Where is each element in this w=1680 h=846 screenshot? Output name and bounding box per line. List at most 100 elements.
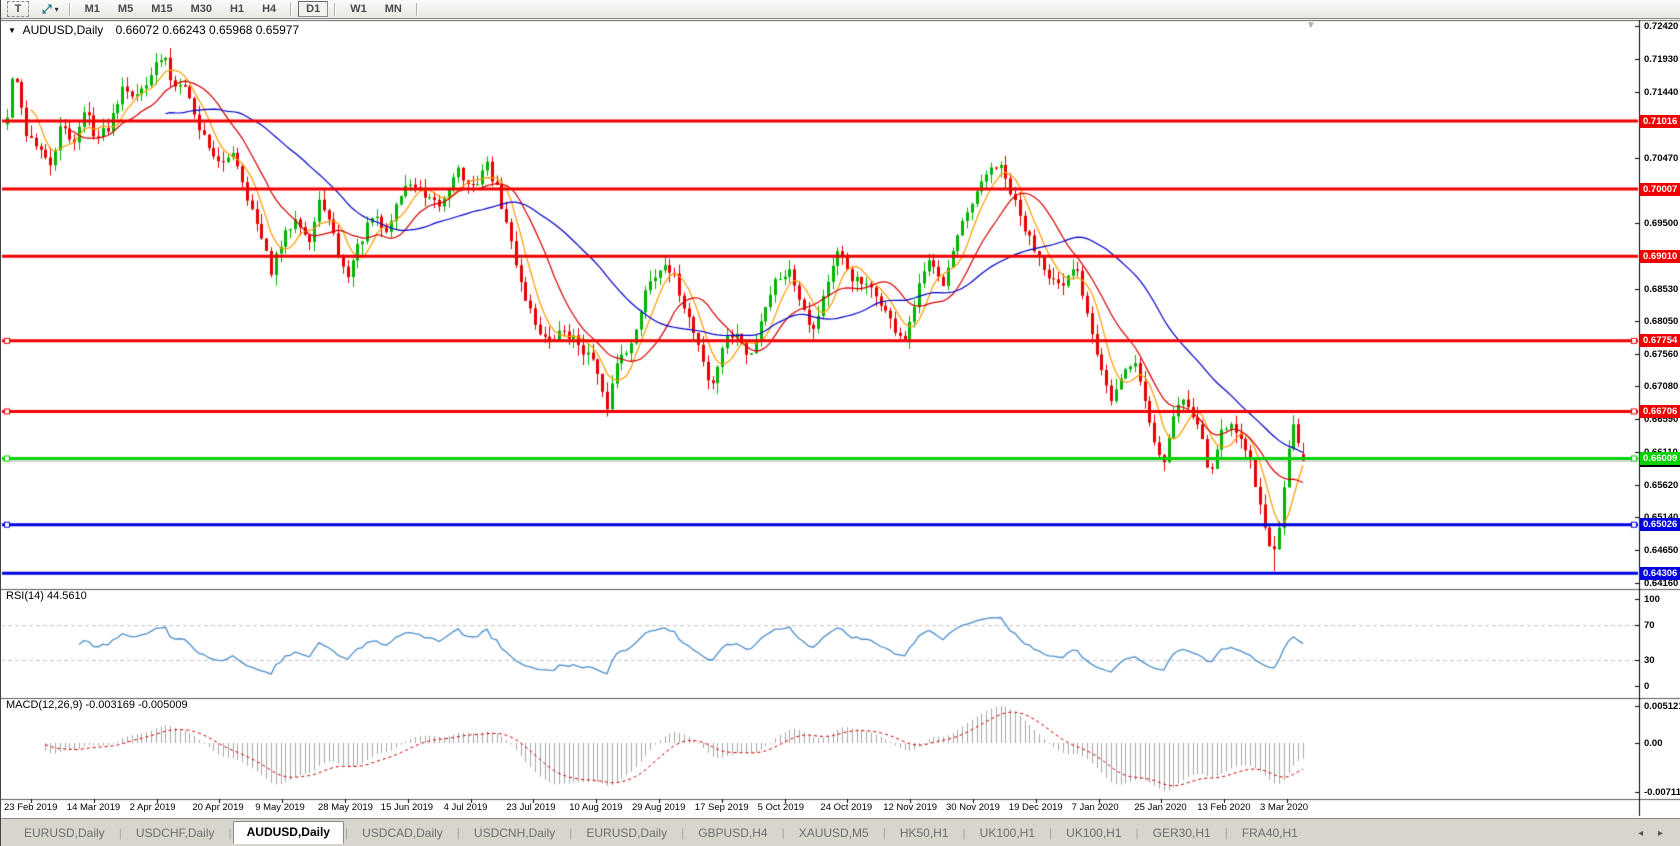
price-axis-tick: 0.69500 (1644, 218, 1679, 230)
price-axis-tick: 0.68530 (1644, 283, 1679, 295)
price-axis-tick: 0.68050 (1644, 315, 1679, 327)
date-axis-label: 14 Mar 2019 (66, 802, 121, 813)
price-axis-tick: 0.67080 (1644, 381, 1679, 393)
price-axis-tick: 0.65140 (1644, 512, 1678, 523)
tab-scroll-arrows[interactable]: ◂ ▸ (1638, 827, 1669, 839)
date-axis-label: 17 Sep 2019 (694, 802, 749, 813)
toolbar-separator (290, 2, 293, 16)
tab-separator: | (882, 826, 886, 840)
date-axis-label: 23 Jul 2019 (506, 802, 556, 813)
date-axis-label: 9 May 2019 (255, 802, 305, 813)
price-axis-tick: 0.70470 (1644, 152, 1679, 164)
date-axis-label: 7 Jan 2020 (1071, 802, 1119, 813)
date-axis-label: 23 Feb 2019 (4, 802, 58, 813)
chart-title: ▼ AUDUSD,Daily 0.66072 0.66243 0.65968 0… (8, 23, 299, 37)
chart-collapse-icon[interactable]: ▼ (8, 26, 16, 35)
chart-tab-usdcad-daily[interactable]: USDCAD,Daily (362, 825, 443, 840)
date-axis-label: 24 Oct 2019 (820, 802, 873, 813)
chart-tab-hk50-h1[interactable]: HK50,H1 (899, 825, 949, 840)
chart-tab-fra40-h1[interactable]: FRA40,H1 (1241, 825, 1298, 840)
chart-tab-ger30-h1[interactable]: GER30,H1 (1152, 825, 1211, 840)
price-axis-tick: 0.72420 (1644, 21, 1679, 33)
chart-tab-bar: EURUSD,Daily | USDCHF,Daily | AUDUSD,Daily | U… (1, 818, 1680, 846)
crosshair-tool-icon[interactable]: ⤢ (42, 1, 52, 16)
hline-price-label: 0.67754 (1640, 334, 1680, 348)
timeframe-button-m5[interactable]: M5 (117, 3, 134, 15)
tab-separator: | (962, 826, 966, 840)
tab-separator: | (344, 826, 349, 840)
chart-tab-eurusd-daily[interactable]: EURUSD,Daily (24, 825, 105, 840)
hline-price-label: 0.71016 (1640, 114, 1680, 128)
chart-tab-audusd-daily[interactable]: AUDUSD,Daily (232, 820, 344, 844)
hline-price-label: 0.64306 (1640, 566, 1680, 580)
chart-shift-marker-icon[interactable]: ▼ (1306, 20, 1316, 31)
rsi-axis-tick: 70 (1644, 620, 1655, 632)
date-axis-label: 4 Jul 2019 (443, 802, 488, 813)
chart-tab-uk100-h1[interactable]: UK100,H1 (1066, 825, 1122, 840)
macd-axis-tick: 0.005121 (1644, 701, 1680, 712)
date-axis-label: 2 Apr 2019 (129, 802, 176, 813)
chart-ohlc-values: 0.66072 0.66243 0.65968 0.65977 (115, 23, 300, 37)
toolbar-separator (415, 2, 418, 16)
date-axis-label: 3 Mar 2020 (1260, 802, 1309, 813)
price-axis-tick: 0.66590 (1644, 414, 1679, 426)
chart-tab-usdchf-daily[interactable]: USDCHF,Daily (135, 825, 215, 840)
macd-indicator-label: MACD(12,26,9) -0.003169 -0.005009 (6, 699, 188, 711)
date-axis-label: 5 Oct 2019 (757, 802, 805, 813)
chart-tabs: EURUSD,Daily | USDCHF,Daily | AUDUSD,Daily | U… (11, 820, 1311, 844)
date-axis-label: 30 Nov 2019 (946, 802, 1000, 813)
text-tool-button[interactable]: T (7, 1, 29, 17)
price-axis-tick: 0.67560 (1644, 348, 1679, 360)
chart-tab-usdcnh-daily[interactable]: USDCNH,Daily (473, 825, 556, 840)
timeframe-button-m15[interactable]: M15 (151, 3, 173, 15)
toolbar: T ⤢ ▾ M1 M5 M15 M30 H1 H4 D1 W1 MN (1, 0, 1680, 19)
date-axis-label: 20 Apr 2019 (192, 802, 244, 813)
toolbar-separator (334, 2, 337, 16)
date-axis-label: 15 Jun 2019 (380, 802, 434, 813)
rsi-indicator-label: RSI(14) 44.5610 (6, 590, 87, 602)
chart-tab-xauusd-m5[interactable]: XAUUSD,M5 (798, 825, 869, 840)
date-axis-label: 10 Aug 2019 (569, 802, 623, 813)
timeframe-button-m30[interactable]: M30 (190, 3, 212, 15)
timeframe-button-m1[interactable]: M1 (84, 3, 100, 15)
timeframe-group: M1 M5 M15 M30 H1 H4 D1 W1 MN (76, 1, 423, 17)
tab-separator: | (569, 826, 573, 840)
toolbar-separator (68, 2, 71, 16)
timeframe-button-h4[interactable]: H4 (262, 3, 277, 15)
rsi-axis-tick: 100 (1644, 594, 1660, 605)
timeframe-button-d1[interactable]: D1 (298, 1, 329, 17)
date-axis-label: 13 Feb 2020 (1197, 802, 1251, 813)
price-axis-tick: 0.71930 (1644, 54, 1679, 66)
chart-tab-eurusd-daily[interactable]: EURUSD,Daily (586, 825, 668, 840)
chart-tab-gbpusd-h4[interactable]: GBPUSD,H4 (698, 825, 768, 840)
tab-separator: | (781, 826, 785, 840)
date-axis-label: 12 Nov 2019 (883, 802, 938, 813)
tab-separator: | (681, 826, 685, 840)
chart-tab-uk100-h1[interactable]: UK100,H1 (979, 825, 1036, 840)
hline-price-label: 0.66009 (1640, 451, 1680, 465)
timeframe-button-w1[interactable]: W1 (350, 3, 367, 15)
tab-separator: | (1135, 826, 1139, 840)
macd-axis-tick: -0.00711 (1644, 787, 1680, 798)
hline-price-label: 0.66706 (1640, 404, 1680, 418)
hline-price-label: 0.65026 (1640, 518, 1680, 532)
date-axis-label: 25 Jan 2020 (1134, 802, 1187, 813)
rsi-axis-tick: 30 (1644, 654, 1655, 666)
macd-axis-tick: 0.00 (1644, 738, 1663, 749)
hline-price-label: 0.70007 (1640, 182, 1680, 196)
price-axis-tick: 0.65620 (1644, 479, 1679, 491)
tab-separator: | (456, 826, 460, 840)
timeframe-button-mn[interactable]: MN (384, 3, 402, 15)
date-axis-label: 29 Aug 2019 (632, 802, 686, 813)
price-axis-tick: 0.71440 (1644, 87, 1679, 99)
tab-separator: | (118, 826, 122, 840)
chart-symbol-label: AUDUSD,Daily (22, 23, 104, 37)
tab-separator: | (1049, 826, 1053, 840)
timeframe-button-h1[interactable]: H1 (230, 3, 245, 15)
hline-price-label: 0.69010 (1640, 249, 1680, 263)
price-axis-tick: 0.64160 (1644, 578, 1679, 590)
dropdown-caret-icon[interactable]: ▾ (54, 4, 59, 14)
tab-separator: | (228, 826, 232, 840)
